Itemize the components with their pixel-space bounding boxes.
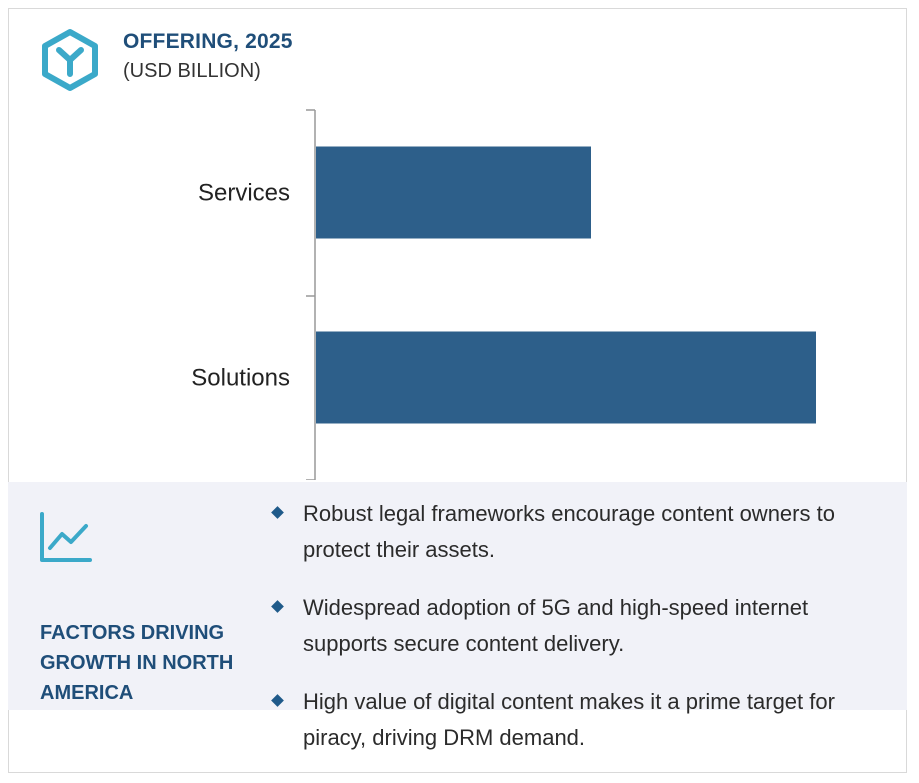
factor-text: High value of digital content makes it a… <box>303 689 835 750</box>
diamond-bullet-icon <box>271 506 284 519</box>
factors-list: Robust legal frameworks encourage conten… <box>271 496 873 778</box>
category-label: Services <box>198 180 290 207</box>
bar-services <box>316 146 591 239</box>
category-label: Solutions <box>191 365 290 392</box>
factor-item: Widespread adoption of 5G and high-speed… <box>271 590 873 662</box>
line-chart-icon <box>40 512 92 562</box>
factors-label: FACTORS DRIVING GROWTH IN NORTH AMERICA <box>40 622 234 704</box>
bar-chart: Services Solutions <box>191 109 816 480</box>
bar-solutions <box>316 331 816 424</box>
factors-panel <box>8 482 907 710</box>
chart-title: OFFERING, 2025 <box>123 30 293 53</box>
diamond-bullet-icon <box>271 694 284 707</box>
factor-item: Robust legal frameworks encourage conten… <box>271 496 873 568</box>
hexagon-y-icon <box>42 29 98 91</box>
diamond-bullet-icon <box>271 600 284 613</box>
factor-item: High value of digital content makes it a… <box>271 684 873 756</box>
chart-subtitle: (USD BILLION) <box>123 60 261 82</box>
factor-text: Widespread adoption of 5G and high-speed… <box>303 595 809 656</box>
factor-text: Robust legal frameworks encourage conten… <box>303 501 835 562</box>
